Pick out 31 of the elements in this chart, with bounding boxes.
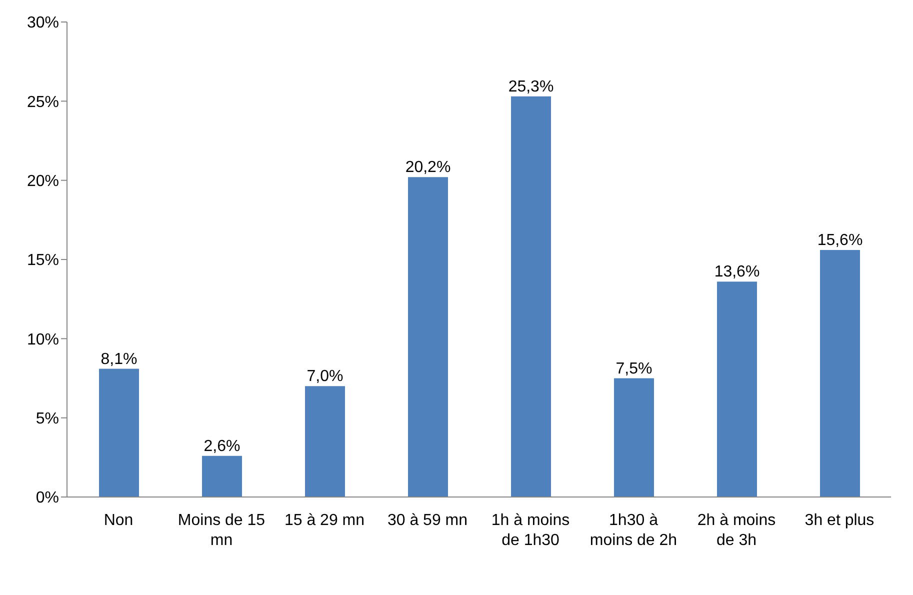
bar	[717, 282, 757, 497]
bar	[202, 456, 242, 497]
x-tick-label: 1h à moins de 1h30	[491, 512, 570, 549]
bar	[614, 378, 654, 497]
x-tick-label: 30 à 59 mn	[387, 512, 468, 529]
bar	[305, 386, 345, 497]
data-label: 8,1%	[100, 350, 138, 368]
y-tick-label: 25%	[26, 94, 59, 111]
bar	[820, 250, 860, 497]
x-tick-label: 3h et plus	[804, 512, 874, 529]
x-tick-label: 1h30 à moins de 2h	[590, 512, 678, 549]
y-tick-label: 0%	[36, 490, 59, 507]
data-label: 25,3%	[508, 78, 554, 96]
bar	[408, 177, 448, 497]
x-tick-label: Non	[104, 512, 134, 529]
y-tick-label: 20%	[26, 173, 59, 190]
data-label: 13,6%	[714, 264, 760, 281]
data-label: 2,6%	[204, 438, 240, 455]
x-tick-label: 15 à 29 mn	[284, 512, 365, 529]
bar	[99, 368, 139, 497]
data-label: 7,5%	[616, 360, 652, 378]
bar	[511, 96, 551, 497]
data-label: 15,6%	[817, 232, 863, 249]
data-label: 20,2%	[405, 159, 451, 176]
y-tick-label: 30%	[26, 14, 59, 32]
x-tick-label: Moins de 15 mn	[178, 512, 266, 549]
x-tick-label: 2h à moins de 3h	[697, 512, 776, 549]
y-tick-label: 10%	[26, 331, 59, 348]
data-label: 7,0%	[306, 368, 344, 386]
y-tick-label: 5%	[36, 410, 59, 428]
y-tick-label: 15%	[26, 252, 59, 270]
